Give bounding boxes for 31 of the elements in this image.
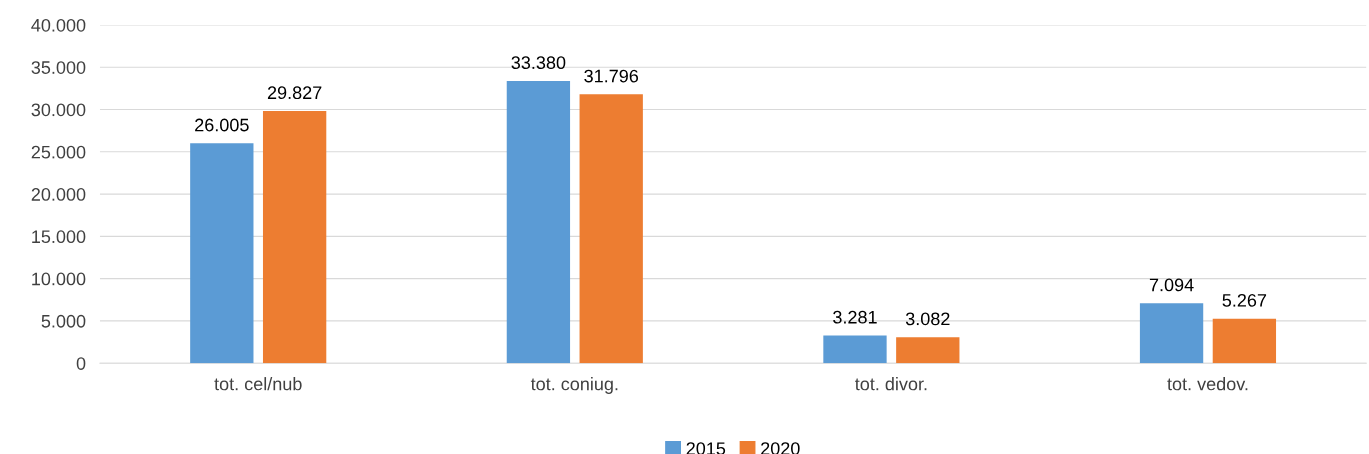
bar <box>1212 318 1277 364</box>
bar <box>262 110 327 364</box>
data-label: 29.827 <box>267 86 322 100</box>
y-tick-label: 35.000 <box>31 61 86 74</box>
bar <box>823 335 887 364</box>
x-tick-label: tot. divor. <box>855 377 927 391</box>
data-label: 33.380 <box>511 56 566 70</box>
data-label: 7.094 <box>1149 278 1194 292</box>
y-tick-label: 25.000 <box>31 145 86 159</box>
y-tick-label: 20.000 <box>31 188 86 201</box>
data-label: 3.082 <box>905 312 950 326</box>
data-label: 31.796 <box>584 69 639 83</box>
data-label: 26.005 <box>195 118 249 132</box>
legend-label: 2020 <box>761 442 800 454</box>
y-tick-label: 40.000 <box>31 18 86 32</box>
y-tick-label: 10.000 <box>32 272 86 286</box>
y-tick-label: 0 <box>76 357 86 370</box>
y-tick-label: 30.000 <box>31 103 86 117</box>
y-tick-label: 15.000 <box>32 230 86 244</box>
bar <box>190 143 254 364</box>
x-tick-label: tot. vedov. <box>1167 377 1248 391</box>
bar <box>1139 303 1204 364</box>
data-label: 5.267 <box>1222 293 1267 307</box>
x-tick-label: tot. coniug. <box>530 377 618 394</box>
x-tick-label: tot. cel/nub <box>214 377 302 391</box>
y-tick-label: 5.000 <box>41 314 86 328</box>
data-label: 3.281 <box>833 310 877 324</box>
bar <box>896 337 960 364</box>
bar <box>579 94 643 364</box>
legend-label: 2015 <box>686 442 726 454</box>
bar <box>506 80 571 364</box>
